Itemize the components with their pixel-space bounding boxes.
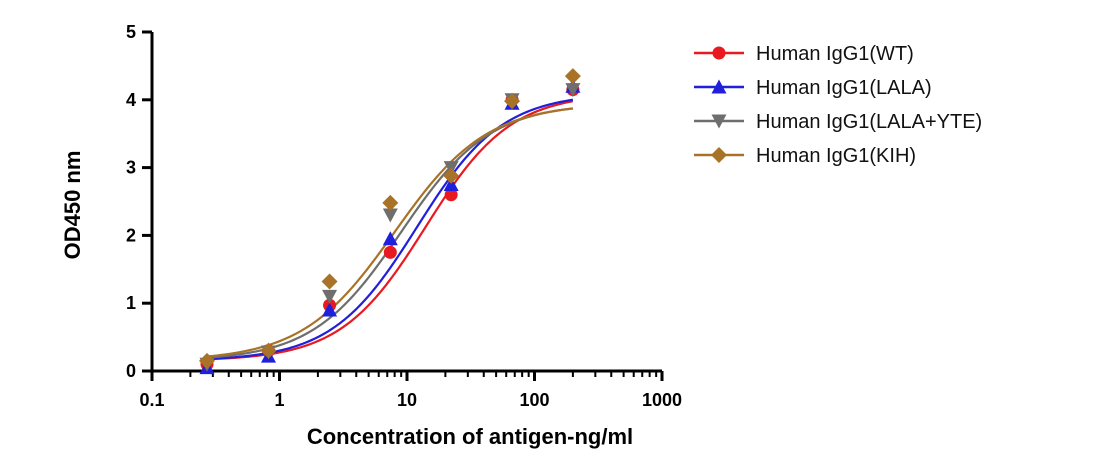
fit-curve-1: [206, 100, 574, 361]
data-point-series-4: [198, 352, 215, 369]
legend-label: Human IgG1(KIH): [756, 145, 916, 167]
legend-marker: [711, 79, 727, 94]
data-point-series-3: [322, 289, 338, 304]
y-axis-title: OD450 nm: [60, 151, 85, 260]
fit-curves: [206, 98, 574, 361]
y-tick-label: 3: [126, 158, 136, 178]
data-point-series-3: [565, 83, 581, 98]
data-point-series-4: [260, 342, 277, 359]
axes: [150, 32, 662, 373]
data-points: [198, 68, 581, 375]
data-point-series-4: [564, 68, 581, 85]
data-point-series-2: [382, 231, 398, 246]
data-point-series-3: [382, 208, 398, 223]
y-tick-label: 5: [126, 22, 136, 42]
x-ticks: 0.1 1 10 100 1000: [139, 371, 682, 410]
y-tick-label: 0: [126, 361, 136, 381]
x-tick-label: 100: [519, 390, 549, 410]
data-point-series-2: [443, 177, 459, 192]
data-point-series-2: [322, 302, 338, 317]
legend-label: Human IgG1(LALA+YTE): [756, 111, 982, 133]
x-tick-label: 1000: [642, 390, 682, 410]
x-tick-label: 1: [274, 390, 284, 410]
data-point-series-4: [382, 194, 399, 211]
y-ticks: 0 1 2 3 4 5: [126, 22, 152, 381]
x-axis-title: Concentration of antigen-ng/ml: [307, 424, 633, 449]
legend-marker: [711, 114, 727, 129]
legend-marker: [712, 46, 726, 60]
y-tick-label: 1: [126, 293, 136, 313]
data-point-series-4: [504, 93, 521, 110]
x-tick-label: 0.1: [139, 390, 164, 410]
data-point-series-4: [321, 273, 338, 290]
x-tick-label: 10: [397, 390, 417, 410]
fit-curve-2: [206, 98, 574, 361]
legend-marker: [711, 147, 727, 163]
legend-label: Human IgG1(WT): [756, 43, 914, 65]
y-tick-label: 4: [126, 90, 136, 110]
y-tick-label: 2: [126, 225, 136, 245]
data-point-series-4: [443, 167, 460, 184]
legend: Human IgG1(WT) Human IgG1(LALA) Human IgG1…: [694, 43, 982, 167]
data-point-series-1: [383, 245, 397, 259]
legend-label: Human IgG1(LALA): [756, 77, 932, 99]
data-point-series-1: [444, 188, 458, 202]
